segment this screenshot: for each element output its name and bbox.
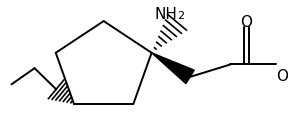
Polygon shape: [151, 53, 194, 84]
Text: O: O: [240, 15, 252, 30]
Text: NH: NH: [154, 7, 177, 22]
Text: OH: OH: [276, 69, 288, 84]
Text: 2: 2: [177, 11, 184, 21]
